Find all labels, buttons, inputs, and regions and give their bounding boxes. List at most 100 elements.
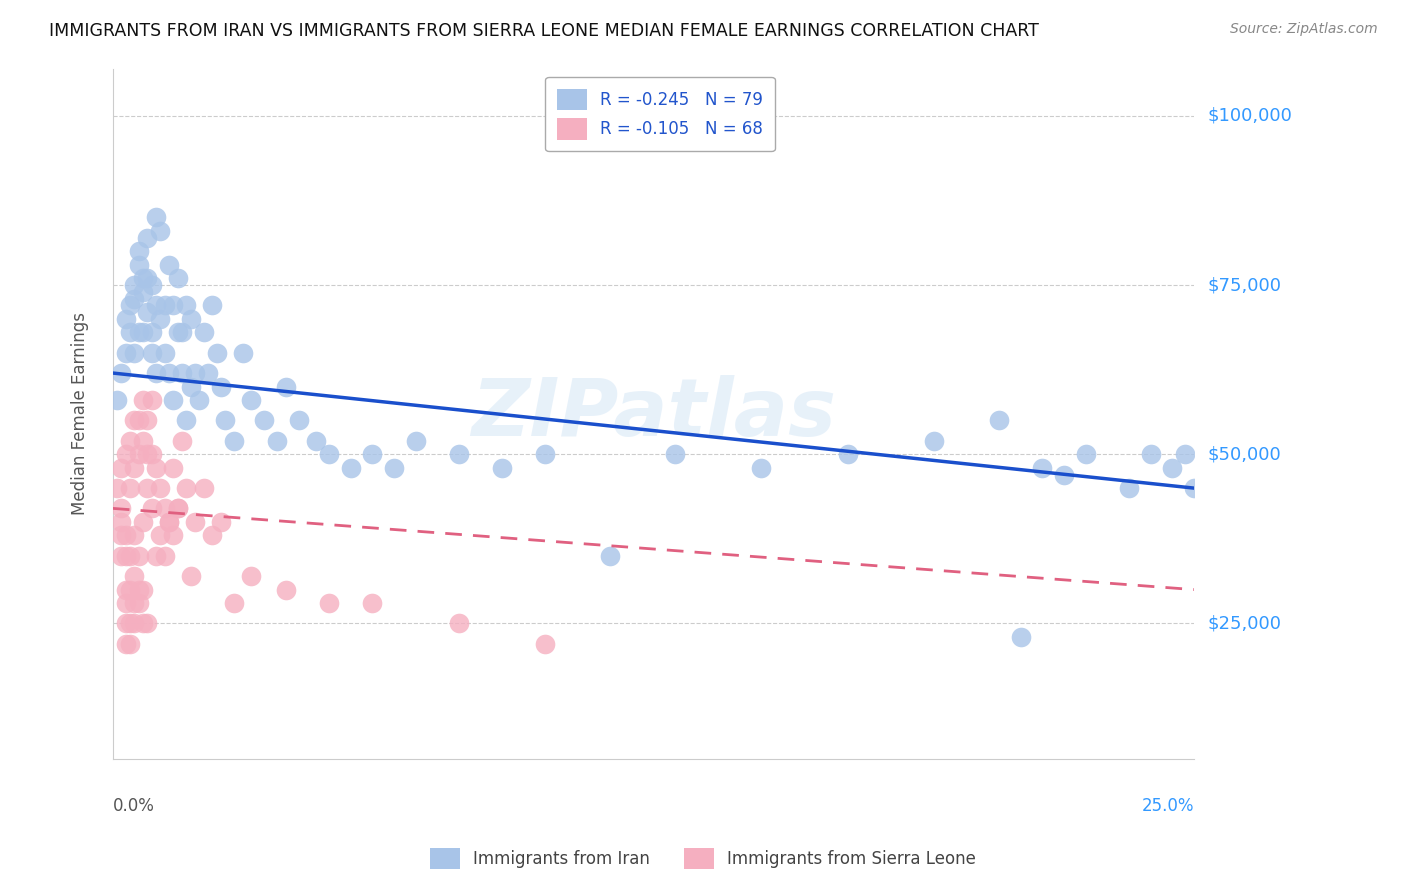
Point (180, 379, 202, 393)
Point (145, 211, 167, 225)
Point (136, 447, 159, 461)
Point (114, 528, 136, 542)
Text: 0.0%: 0.0% (112, 797, 155, 814)
Point (120, 326, 142, 340)
Text: $25,000: $25,000 (1208, 615, 1282, 632)
Point (110, 528, 132, 542)
Point (120, 582, 142, 597)
Point (1074, 447, 1097, 461)
Point (288, 413, 311, 427)
Point (188, 393, 211, 408)
Point (120, 434, 142, 448)
Point (153, 298, 176, 312)
Point (149, 481, 172, 495)
Point (361, 596, 384, 610)
Point (124, 278, 146, 293)
Point (132, 582, 155, 597)
Point (141, 501, 163, 516)
Legend: Immigrants from Iran, Immigrants from Sierra Leone: Immigrants from Iran, Immigrants from Si… (420, 838, 986, 880)
Point (124, 292, 146, 306)
Point (136, 413, 159, 427)
Point (120, 549, 142, 563)
Point (114, 637, 136, 651)
Point (240, 569, 263, 583)
Point (136, 481, 159, 495)
Text: $100,000: $100,000 (1208, 107, 1292, 125)
Text: ZIPatlas: ZIPatlas (471, 375, 835, 452)
Point (274, 379, 297, 393)
Point (157, 366, 180, 380)
Point (184, 366, 207, 380)
Point (162, 393, 184, 408)
Point (149, 224, 172, 238)
Point (209, 379, 232, 393)
Point (201, 528, 224, 542)
Point (205, 345, 228, 359)
Point (128, 447, 150, 461)
Point (405, 434, 427, 448)
Point (149, 528, 172, 542)
Point (141, 393, 163, 408)
Point (193, 326, 215, 340)
Point (318, 447, 340, 461)
Point (253, 413, 276, 427)
Point (132, 393, 155, 408)
Point (361, 447, 384, 461)
Point (132, 285, 155, 299)
Point (141, 345, 163, 359)
Point (114, 549, 136, 563)
Point (534, 637, 557, 651)
Point (1139, 447, 1161, 461)
Point (145, 298, 167, 312)
Point (105, 481, 128, 495)
Point (124, 569, 146, 583)
Point (114, 345, 136, 359)
Point (491, 460, 513, 475)
Point (145, 366, 167, 380)
Point (149, 312, 172, 326)
Y-axis label: Median Female Earnings: Median Female Earnings (72, 312, 89, 516)
Point (153, 345, 176, 359)
Point (924, 434, 946, 448)
Point (837, 447, 859, 461)
Point (240, 393, 263, 408)
Point (305, 434, 328, 448)
Point (1182, 481, 1205, 495)
Point (176, 481, 198, 495)
Point (232, 345, 254, 359)
Point (180, 312, 202, 326)
Point (157, 258, 180, 272)
Point (136, 616, 159, 631)
Point (162, 298, 184, 312)
Point (157, 515, 180, 529)
Point (132, 434, 155, 448)
Point (124, 345, 146, 359)
Point (128, 258, 150, 272)
Point (170, 326, 193, 340)
Point (339, 460, 361, 475)
Point (110, 366, 132, 380)
Point (145, 549, 167, 563)
Point (318, 596, 340, 610)
Point (209, 515, 232, 529)
Point (1053, 467, 1076, 482)
Point (988, 413, 1011, 427)
Point (166, 326, 188, 340)
Point (132, 616, 155, 631)
Point (132, 326, 155, 340)
Point (170, 434, 193, 448)
Point (166, 271, 188, 285)
Point (751, 460, 773, 475)
Text: Source: ZipAtlas.com: Source: ZipAtlas.com (1230, 22, 1378, 37)
Point (110, 515, 132, 529)
Point (266, 434, 288, 448)
Point (136, 305, 159, 319)
Point (124, 616, 146, 631)
Point (114, 596, 136, 610)
Point (166, 501, 188, 516)
Point (447, 616, 470, 631)
Point (128, 549, 150, 563)
Point (162, 528, 184, 542)
Point (1010, 630, 1032, 644)
Point (214, 413, 236, 427)
